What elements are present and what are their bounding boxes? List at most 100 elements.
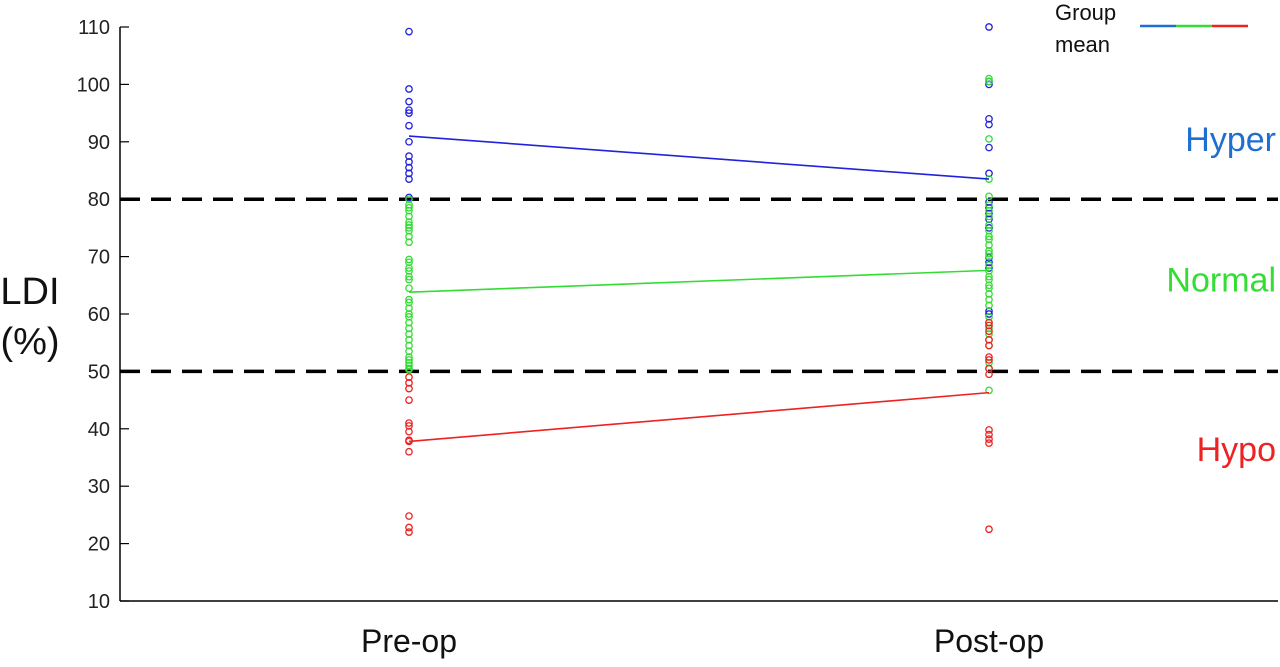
legend: Group mean [1055,0,1248,57]
data-point [985,284,993,293]
reference-lines [120,197,1278,374]
data-point [985,301,993,310]
data-point [405,97,413,106]
data-point [405,109,413,117]
data-point [405,528,413,536]
data-point [985,135,993,143]
data-point [405,27,413,36]
group-mean-line [408,135,990,180]
data-point [985,439,993,447]
data-point [405,313,413,321]
data-point [405,341,413,350]
data-point [405,85,413,93]
data-point [985,386,993,395]
data-point [405,106,413,115]
data-point [985,370,993,379]
data-point [985,335,993,344]
data-point [405,295,413,304]
y-tick-label: 10 [88,591,110,613]
data-point [985,295,993,304]
data-point [985,74,993,83]
data-point [405,163,413,172]
data-point [405,232,413,241]
data-point [985,23,993,31]
data-point [985,224,993,232]
legend-label: mean [1055,32,1110,57]
y-tick-label: 100 [77,74,110,96]
legend-label: Group [1055,0,1116,25]
data-point [405,512,413,520]
data-point [405,284,413,293]
data-point [405,201,413,209]
data-point [405,335,413,344]
data-point [985,261,993,270]
y-tick-label: 110 [78,17,110,39]
data-point [985,120,993,129]
group-mean-line [408,269,990,293]
data-point [405,218,413,227]
data-point [405,152,413,160]
data-point [405,258,413,267]
data-point [405,158,413,166]
y-tick-label: 60 [88,304,110,326]
data-point [985,430,993,439]
data-point [405,324,413,333]
data-point [985,215,993,224]
group-mean-lines [408,135,990,443]
data-point [985,281,993,290]
data-point [405,523,413,532]
axes: 10 20 30 40 50 60 70 80 90 100 110 Pre-op Post-op LDI… [0,17,1278,659]
y-axis-label: (%) [0,321,59,363]
x-tick-label: Post-op [934,623,1044,659]
data-point [985,143,993,152]
data-point [405,447,413,456]
data-point [405,264,413,272]
data-point [985,192,993,201]
data-point [985,525,993,534]
data-point [985,247,993,255]
data-point [405,272,413,281]
data-point [405,384,413,393]
y-axis-label: LDI [0,271,59,313]
data-point [985,77,993,86]
data-point [985,264,993,272]
data-point [985,226,993,235]
data-point [405,347,413,356]
y-tick-label: 50 [88,361,110,383]
data-point [985,341,993,350]
y-tick-label: 40 [88,419,110,441]
data-point [985,235,993,244]
data-point [985,272,993,281]
data-point [405,427,413,436]
data-point [405,330,413,338]
data-point [985,358,993,367]
data-series [405,23,993,536]
data-point [405,255,413,264]
data-point [985,426,993,434]
data-point [405,221,413,229]
data-point [405,356,413,364]
data-point [985,203,993,212]
data-point [985,307,993,315]
data-point [405,224,413,232]
y-tick-label: 30 [88,476,110,498]
data-point [985,198,993,206]
data-point [985,221,993,229]
region-label: Normal [1166,262,1276,300]
data-point [405,137,413,146]
data-point [985,206,993,215]
data-point [405,318,413,327]
data-point [405,203,413,212]
data-point [985,330,993,338]
data-point [985,212,993,221]
data-point [405,212,413,221]
y-tick-label: 70 [88,247,110,269]
x-tick-label: Pre-op [361,623,457,659]
data-point [985,209,993,218]
data-point [985,249,993,258]
data-point [405,419,413,427]
data-point [405,304,413,313]
region-label: Hyper [1185,121,1276,159]
